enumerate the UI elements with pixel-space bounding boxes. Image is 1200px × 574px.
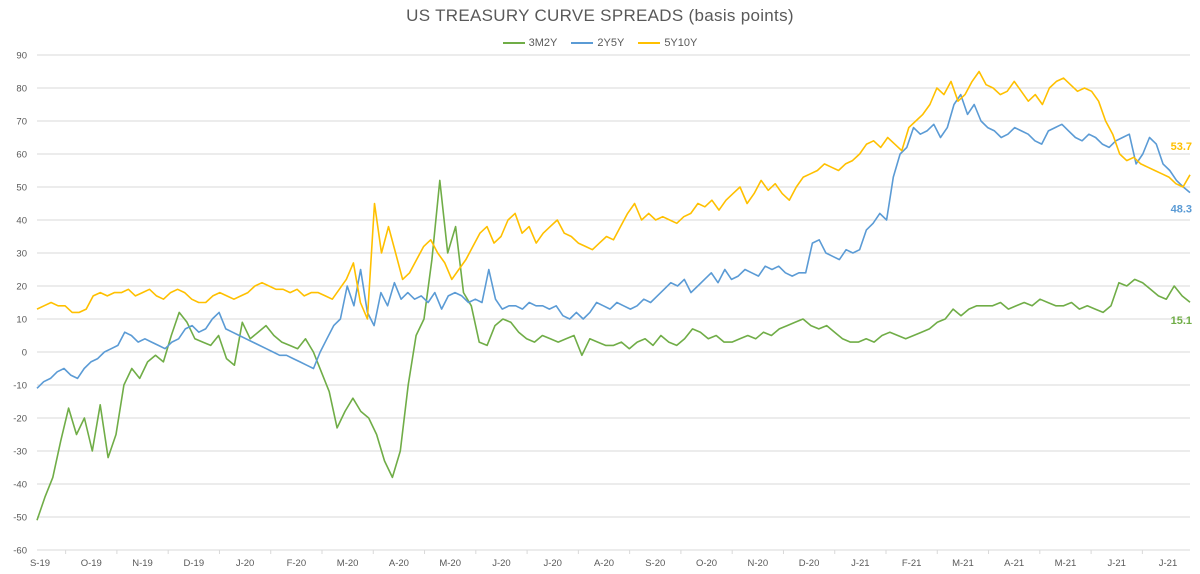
legend-label-3m2y: 3M2Y bbox=[528, 37, 558, 49]
y-tick-label: 40 bbox=[16, 216, 27, 227]
legend-item-2y5y: 2Y5Y bbox=[571, 37, 624, 49]
x-tick-label: S-19 bbox=[30, 558, 50, 569]
gridlines bbox=[37, 54, 1190, 551]
y-tick-label: 70 bbox=[16, 117, 27, 128]
end-label-2y5y: 48.3 bbox=[1171, 204, 1192, 216]
y-tick-label: 60 bbox=[16, 150, 27, 161]
y-tick-label: 50 bbox=[16, 183, 27, 194]
y-tick-label: -40 bbox=[13, 480, 27, 491]
x-tick-label: M-21 bbox=[1055, 558, 1077, 569]
x-tick-label: J-20 bbox=[543, 558, 561, 569]
end-label-3m2y: 15.1 bbox=[1171, 315, 1192, 327]
y-tick-label: 80 bbox=[16, 84, 27, 95]
x-tick-label: F-21 bbox=[902, 558, 922, 569]
x-tick-label: M-20 bbox=[439, 558, 461, 569]
x-tick-label: O-20 bbox=[696, 558, 717, 569]
legend: 3M2Y 2Y5Y 5Y10Y bbox=[0, 37, 1200, 49]
end-label-5y10y: 53.7 bbox=[1171, 141, 1192, 153]
legend-swatch-5y10y bbox=[638, 42, 661, 44]
x-tick-label: D-20 bbox=[799, 558, 820, 569]
y-tick-label: -60 bbox=[13, 546, 27, 557]
legend-swatch-3m2y bbox=[502, 42, 525, 44]
x-tick-label: J-21 bbox=[851, 558, 869, 569]
y-tick-label: -30 bbox=[13, 447, 27, 458]
end-labels: 15.1 48.3 53.7 bbox=[1171, 141, 1192, 327]
y-axis: 90 80 70 60 50 40 30 20 10 0 -10 -20 -30 -40 -50 -60 bbox=[13, 51, 27, 557]
y-tick-label: -20 bbox=[13, 414, 27, 425]
x-tick-label: O-19 bbox=[81, 558, 102, 569]
series-line-3m2y bbox=[36, 179, 1191, 521]
x-tick-label: F-20 bbox=[287, 558, 307, 569]
x-tick-label: J-20 bbox=[236, 558, 254, 569]
legend-item-3m2y: 3M2Y bbox=[502, 37, 558, 49]
legend-label-2y5y: 2Y5Y bbox=[597, 37, 625, 49]
y-tick-label: 20 bbox=[16, 282, 27, 293]
x-tick-label: S-20 bbox=[645, 558, 665, 569]
y-tick-label: -50 bbox=[13, 513, 27, 524]
y-tick-label: -10 bbox=[13, 381, 27, 392]
series-line-5y10y bbox=[36, 70, 1191, 320]
series-lines bbox=[36, 70, 1191, 521]
x-tick-label: J-21 bbox=[1107, 558, 1125, 569]
x-axis: S-19 O-19 N-19 D-19 J-20 F-20 M-20 A-20 M-20 J-20… bbox=[30, 550, 1177, 569]
x-tick-label: M-20 bbox=[337, 558, 359, 569]
x-tick-label: J-21 bbox=[1159, 558, 1177, 569]
legend-swatch-2y5y bbox=[571, 42, 594, 44]
legend-item-5y10y: 5Y10Y bbox=[638, 37, 697, 49]
chart-title: US TREASURY CURVE SPREADS (basis points) bbox=[406, 6, 794, 25]
x-tick-label: A-21 bbox=[1004, 558, 1024, 569]
x-tick-label: N-19 bbox=[132, 558, 153, 569]
y-tick-label: 90 bbox=[16, 51, 27, 62]
x-tick-label: N-20 bbox=[748, 558, 769, 569]
x-tick-label: M-21 bbox=[952, 558, 974, 569]
x-tick-label: A-20 bbox=[594, 558, 614, 569]
x-tick-label: J-20 bbox=[492, 558, 510, 569]
y-tick-label: 30 bbox=[16, 249, 27, 260]
y-tick-label: 10 bbox=[16, 315, 27, 326]
x-tick-label: D-19 bbox=[184, 558, 205, 569]
legend-label-5y10y: 5Y10Y bbox=[664, 37, 698, 49]
series-line-2y5y bbox=[36, 93, 1191, 389]
y-tick-label: 0 bbox=[22, 348, 27, 359]
x-tick-label: A-20 bbox=[389, 558, 409, 569]
